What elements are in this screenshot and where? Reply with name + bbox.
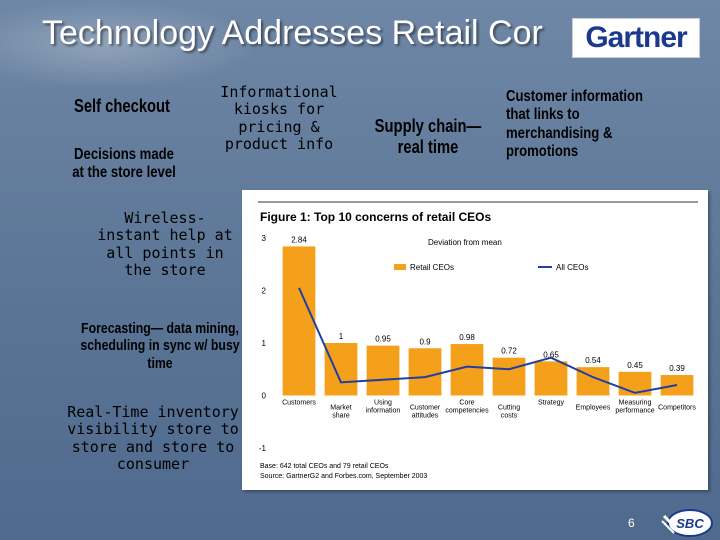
category-label: Employees (576, 405, 611, 412)
category-label: Customer attitudes (410, 405, 441, 420)
chart-svg: Figure 1: Top 10 concerns of retail CEOs… (258, 201, 698, 480)
chart-footnote-source: Source: GartnerG2 and Forbes.com, Septem… (260, 473, 427, 480)
callout-decisions-line: Decisions made (74, 146, 174, 163)
callout-customer-info-line: that links to (506, 106, 580, 124)
chart-subtitle: Deviation from mean (428, 238, 502, 247)
bar-data-label: 2.84 (291, 235, 307, 244)
bar-data-label: 0.72 (501, 347, 517, 356)
category-label: Competitors (658, 405, 696, 412)
callout-decisions-line: at the store level (72, 164, 176, 182)
callout-inventory-line: visibility store to (67, 420, 239, 439)
callout-wireless: Wireless- instant help at all points in … (92, 209, 238, 279)
legend-label-retail: Retail CEOs (410, 263, 454, 272)
bar-retail-ceos (282, 246, 316, 396)
bar-data-label: 0.39 (669, 364, 685, 373)
bar-data-label: 0.9 (419, 337, 431, 346)
line-all-ceos (298, 287, 678, 394)
callout-kiosks-line: pricing & (238, 117, 320, 136)
category-label: Cutting costs (498, 405, 520, 420)
page-number: 6 (628, 516, 635, 530)
legend-swatch-retail (394, 264, 406, 270)
bar-retail-ceos (408, 348, 442, 396)
chart-footnote-base: Base: 642 total CEOs and 79 retail CEOs (260, 463, 389, 470)
callout-supply-chain: Supply chain— real time (371, 116, 486, 157)
bar-retail-ceos (492, 357, 526, 396)
y-tick-label: 2 (262, 287, 267, 296)
slide-title: Technology Addresses Retail Cor (42, 14, 543, 52)
bar-data-label: 0.65 (543, 350, 559, 359)
gartner-logo: Gartner (572, 18, 700, 58)
category-label: Customers (282, 400, 316, 407)
chart-title: Figure 1: Top 10 concerns of retail CEOs (260, 210, 491, 224)
callout-wireless-line: the store (124, 260, 206, 279)
callout-inventory-line: consumer (116, 454, 190, 473)
callout-customer-info-line: merchandising & (506, 124, 613, 142)
y-tick-label: 0 (262, 392, 267, 401)
callout-forecasting-line: time (147, 354, 173, 372)
callout-wireless-line: Wireless- (124, 209, 206, 227)
callout-customer-info-line: promotions (506, 143, 579, 161)
sbc-logo-text: SBC (676, 516, 704, 531)
bar-data-label: 0.95 (375, 335, 391, 344)
callout-supply-chain-line: Supply chain— (374, 116, 482, 136)
bar-data-label: 1 (339, 332, 344, 341)
y-tick-label: -1 (259, 444, 267, 453)
callout-customer-info: Customer information that links to merch… (506, 88, 670, 162)
sbc-logo: SBC (661, 509, 713, 537)
bar-retail-ceos (324, 343, 358, 396)
category-label: Using information (366, 400, 401, 415)
category-label: Measuring performance (615, 400, 654, 415)
chart-panel: Figure 1: Top 10 concerns of retail CEOs… (242, 190, 708, 490)
category-label: Market share (330, 405, 351, 420)
callout-kiosks-line: product info (224, 134, 334, 153)
legend-label-all: All CEOs (556, 263, 588, 272)
callout-customer-info-line: Customer information (506, 88, 644, 105)
bar-data-label: 0.45 (627, 361, 643, 370)
callout-self-checkout: Self checkout (65, 96, 180, 117)
callout-inventory-line: store and store to (71, 437, 235, 456)
callout-kiosks: Informational kiosks for pricing & produ… (204, 83, 354, 153)
gartner-logo-text: Gartner (585, 21, 687, 54)
callout-wireless-line: instant help at (97, 226, 233, 245)
callout-forecasting: Forecasting— data mining, scheduling in … (62, 320, 259, 372)
callout-self-checkout-text: Self checkout (74, 96, 170, 116)
y-tick-label: 3 (262, 234, 267, 243)
callout-inventory-line: Real-Time inventory (67, 403, 239, 421)
callout-kiosks-line: kiosks for (233, 100, 325, 119)
category-label: Strategy (538, 400, 565, 407)
callout-inventory: Real-Time inventory visibility store to … (60, 403, 246, 473)
bar-data-label: 0.98 (459, 333, 475, 342)
bar-data-label: 0.54 (585, 356, 601, 365)
bar-retail-ceos (534, 361, 568, 396)
category-label: Core competencies (445, 400, 489, 415)
callout-kiosks-line: Informational (220, 83, 338, 101)
bar-retail-ceos (366, 345, 400, 396)
callout-wireless-line: all points in (106, 243, 224, 262)
callout-forecasting-line: scheduling in sync w/ busy (80, 337, 240, 355)
y-tick-label: 1 (262, 339, 267, 348)
background-watermark (0, 0, 260, 90)
callout-forecasting-line: Forecasting— data mining, (81, 320, 239, 337)
callout-supply-chain-line: real time (397, 136, 459, 157)
callout-decisions: Decisions made at the store level (58, 146, 189, 183)
